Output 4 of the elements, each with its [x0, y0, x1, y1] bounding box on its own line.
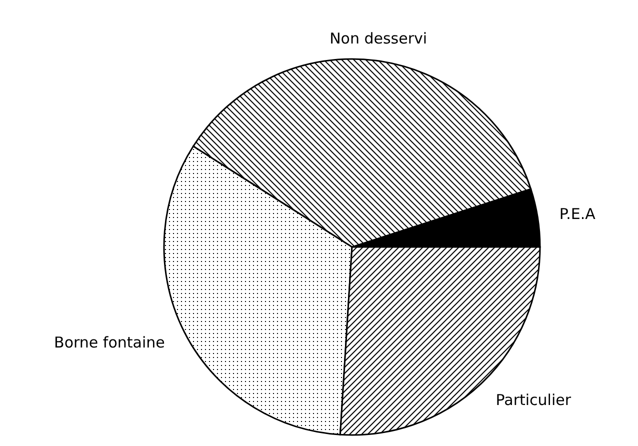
- slice-label: Particulier: [496, 391, 572, 410]
- slice-label: P.E.A: [559, 205, 596, 224]
- slice-label: Borne fontaine: [54, 333, 165, 352]
- slice-label: Non desservi: [330, 30, 428, 48]
